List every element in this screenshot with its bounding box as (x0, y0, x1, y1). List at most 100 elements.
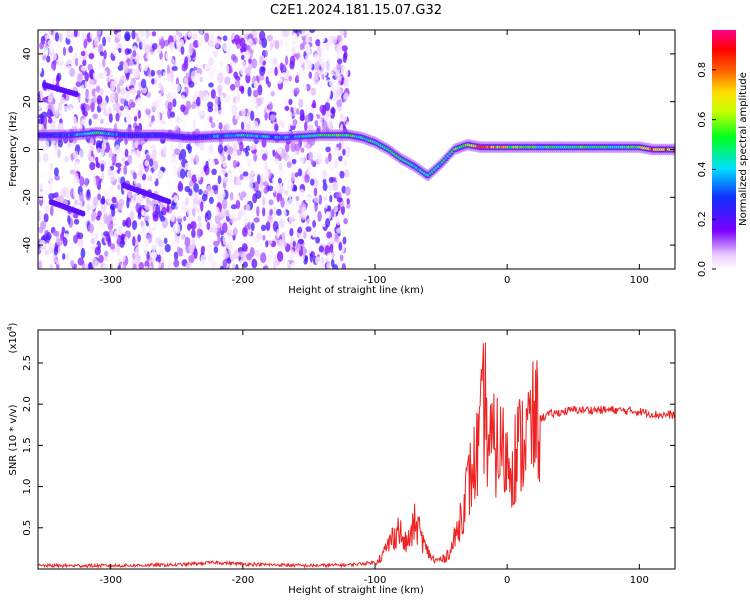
noise-cell (232, 159, 238, 169)
noise-cell (101, 141, 107, 151)
noise-cell (286, 179, 294, 191)
noise-cell (334, 206, 339, 213)
noise-cell (329, 237, 335, 243)
noise-cell (240, 86, 245, 95)
noise-cell (96, 85, 101, 93)
noise-cell (183, 46, 188, 53)
noise-cell (192, 207, 196, 218)
noise-cell (122, 262, 127, 269)
noise-cell (261, 153, 268, 161)
noise-cell (113, 49, 120, 57)
noise-cell (340, 205, 345, 215)
noise-cell (295, 122, 302, 133)
noise-cell (79, 94, 86, 104)
noise-cell (264, 169, 269, 180)
noise-cell (240, 251, 247, 262)
noise-cell (174, 83, 181, 92)
noise-cell (317, 210, 322, 222)
noise-cell (200, 201, 204, 212)
noise-cell (141, 210, 146, 217)
noise-cell (170, 57, 175, 64)
noise-cell (226, 258, 232, 264)
x-tick-label: -100 (364, 575, 387, 586)
noise-cell (201, 193, 208, 202)
noise-cell (73, 150, 79, 159)
noise-cell (132, 236, 136, 247)
noise-cell (186, 143, 191, 151)
noise-cell (335, 74, 341, 81)
noise-cell (328, 176, 334, 184)
noise-cell (260, 252, 267, 264)
noise-cell (208, 143, 214, 154)
noise-cell (291, 212, 298, 220)
noise-cell (144, 203, 151, 210)
noise-cell (80, 84, 85, 94)
noise-cell (256, 174, 261, 185)
noise-cell (115, 154, 122, 165)
noise-cell (206, 221, 211, 231)
noise-cell (300, 83, 308, 94)
noise-cell (52, 104, 56, 115)
noise-cell (208, 196, 214, 205)
noise-cell (273, 256, 278, 267)
x-tick-label: -200 (231, 575, 254, 586)
noise-cell (320, 262, 325, 269)
noise-cell (100, 179, 108, 189)
noise-cell (58, 208, 62, 216)
noise-cell (162, 71, 167, 81)
noise-cell (106, 36, 111, 43)
noise-cell (97, 193, 102, 201)
noise-cell (242, 227, 248, 237)
noise-cell (287, 156, 293, 163)
spectrogram-ylabel: Frequency (Hz) (8, 111, 19, 187)
noise-cell (55, 74, 60, 85)
noise-cell (203, 30, 211, 34)
noise-cell (280, 209, 287, 219)
noise-cell (218, 31, 223, 38)
noise-cell (118, 79, 124, 87)
noise-cell (150, 251, 157, 259)
noise-cell (39, 179, 45, 191)
noise-cell (116, 192, 122, 200)
noise-cell (175, 77, 180, 86)
noise-cell (284, 105, 290, 112)
noise-cell (89, 30, 94, 40)
noise-cell (113, 171, 118, 180)
noise-cell (197, 37, 203, 48)
noise-cell (342, 148, 346, 156)
noise-cell (236, 93, 241, 103)
noise-cell (101, 99, 108, 107)
noise-cell (221, 112, 226, 119)
noise-cell (251, 30, 258, 38)
noise-cell (250, 96, 257, 104)
noise-cell (319, 253, 325, 263)
noise-cell (253, 153, 257, 162)
noise-cell (225, 159, 232, 170)
noise-cell (310, 87, 317, 96)
noise-cell (119, 252, 126, 263)
noise-cell (280, 102, 286, 110)
noise-cell (294, 42, 299, 49)
colorbar: 0.0 0.2 0.4 0.6 0.8 Normalized spectral ampl… (697, 30, 749, 277)
noise-cell (73, 95, 80, 107)
noise-cell (339, 254, 344, 262)
noise-cell (155, 204, 161, 215)
colorbar-label: Normalized spectral amplitude (738, 72, 749, 226)
noise-cell (322, 195, 328, 201)
noise-cell (271, 176, 279, 184)
noise-cell (323, 78, 328, 89)
noise-cell (184, 236, 191, 247)
noise-cell (46, 55, 51, 63)
noise-cell (188, 243, 195, 254)
noise-cell (323, 68, 328, 77)
noise-cell (107, 158, 113, 167)
noise-cell (203, 165, 208, 173)
noise-cell (47, 168, 55, 176)
noise-cell (152, 213, 159, 222)
noise-cell (136, 37, 141, 43)
noise-cell (52, 62, 57, 72)
noise-cell (230, 76, 236, 85)
noise-cell (224, 94, 231, 103)
noise-cell (346, 202, 351, 209)
noise-cell (161, 110, 165, 116)
